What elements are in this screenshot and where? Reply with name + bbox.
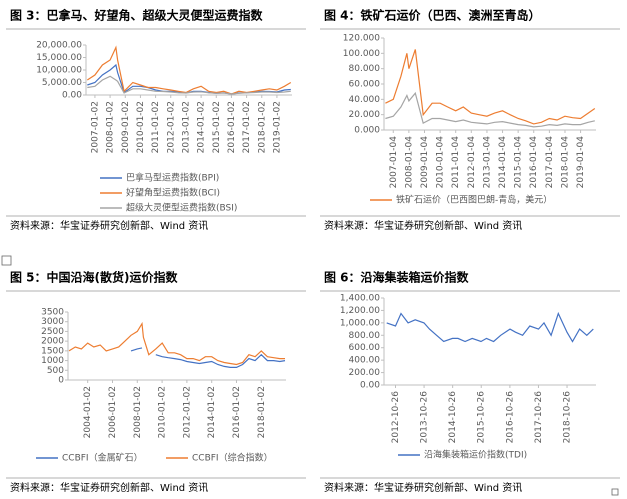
x-tick-label: 2017-01-04 <box>545 136 555 189</box>
x-tick-label: 2014-01-04 <box>498 136 508 189</box>
x-tick-label: 2016-01-02 <box>232 386 242 438</box>
y-tick-label: 40.000 <box>349 95 381 105</box>
y-tick-label: 1,000.00 <box>340 318 380 328</box>
y-tick-label: 600.00 <box>349 343 381 353</box>
legend-label: 铁矿石运价（巴西图巴朗-青岛，美元） <box>396 194 552 206</box>
x-tick-label: 2015-01-04 <box>514 136 524 189</box>
y-tick-label: 100.000 <box>343 49 380 59</box>
x-tick-label: 2008-01-02 <box>133 386 143 438</box>
y-tick-label: 2000 <box>41 337 64 347</box>
y-tick-label: 120.000 <box>343 34 380 44</box>
source-note: 资料来源：华宝证券研究创新部、Wind 资讯 <box>10 481 208 494</box>
y-tick-label: 20,000.00 <box>36 41 82 51</box>
series-line <box>130 347 286 368</box>
x-tick-label: 2011-01-02 <box>151 101 161 153</box>
y-tick-label: 3000 <box>41 317 64 327</box>
y-tick-label: 200.00 <box>349 368 381 378</box>
x-tick-label: 2013-01-04 <box>482 136 492 189</box>
x-tick-label: 2016-10-26 <box>505 391 515 444</box>
y-tick-label: 0 <box>58 376 64 386</box>
y-tick-label: 15,000.00 <box>36 53 82 63</box>
x-tick-label: 2008-01-02 <box>106 101 116 153</box>
x-tick-label: 2018-10-26 <box>563 391 573 444</box>
legend-label: 好望角型运费指数(BCI) <box>126 187 220 199</box>
chart-title: 图 5：中国沿海(散货)运价指数 <box>10 270 178 285</box>
y-tick-label: 20.000 <box>349 110 381 120</box>
y-tick-label: 2500 <box>41 327 64 337</box>
legend-label: 沿海集装箱运价指数(TDI) <box>424 449 527 461</box>
series-line <box>386 311 594 343</box>
x-tick-label: 2014-01-02 <box>197 101 207 153</box>
x-tick-label: 2011-01-04 <box>451 136 461 189</box>
y-tick-label: 10,000.00 <box>36 66 82 76</box>
legend-label: CCBFI（综合指数） <box>192 452 273 464</box>
y-tick-label: 1500 <box>41 346 64 356</box>
x-tick-label: 2015-01-02 <box>212 101 222 153</box>
series-line <box>385 91 595 128</box>
x-tick-label: 2004-01-02 <box>83 386 93 438</box>
chart-title: 图 4：铁矿石运价（巴西、澳洲至青岛） <box>324 8 541 23</box>
source-note: 资料来源：华宝证券研究创新部、Wind 资讯 <box>10 219 208 232</box>
x-tick-label: 2010-01-02 <box>136 101 146 153</box>
series-line <box>385 49 596 125</box>
x-tick-label: 2012-01-04 <box>467 136 477 189</box>
x-tick-label: 2019-01-02 <box>272 101 282 153</box>
y-tick-label: 0.00 <box>360 381 380 391</box>
chart-title: 图 6：沿海集装箱运价指数 <box>324 270 470 285</box>
y-tick-label: 0.00 <box>62 91 82 101</box>
x-tick-label: 2009-01-04 <box>420 136 430 189</box>
legend-label: 巴拿马型运费指数(BPI) <box>126 172 219 184</box>
resize-handle <box>611 488 619 496</box>
x-tick-label: 2016-01-04 <box>529 136 539 189</box>
x-tick-label: 2008-01-04 <box>404 136 414 189</box>
source-note: 资料来源：华宝证券研究创新部、Wind 资讯 <box>324 219 522 232</box>
x-tick-label: 2014-10-26 <box>448 391 458 444</box>
x-tick-label: 2007-01-02 <box>90 101 100 153</box>
y-tick-label: 800.00 <box>349 331 381 341</box>
y-tick-label: 400.00 <box>349 356 381 366</box>
y-tick-label: 80.000 <box>349 64 381 74</box>
y-tick-label: 1,400.00 <box>340 294 380 304</box>
x-tick-label: 2018-01-02 <box>257 101 267 153</box>
series-line <box>86 45 292 95</box>
legend-label: 超级大灵便型运费指数(BSI) <box>126 202 237 214</box>
x-tick-label: 2006-01-02 <box>108 386 118 438</box>
x-tick-label: 2007-01-04 <box>389 136 399 189</box>
series-line <box>68 321 285 366</box>
y-tick-label: 3500 <box>41 308 64 318</box>
y-tick-label: 1,200.00 <box>340 306 380 316</box>
y-tick-label: 500 <box>47 366 64 376</box>
y-tick-label: 0.000 <box>354 126 380 136</box>
y-tick-label: 60.000 <box>349 80 381 90</box>
x-tick-label: 2013-10-26 <box>420 391 430 444</box>
x-tick-label: 2012-10-26 <box>391 391 401 444</box>
x-tick-label: 2012-01-02 <box>182 386 192 438</box>
x-tick-label: 2014-01-02 <box>207 386 217 438</box>
move-handle <box>1 255 12 266</box>
legend-label: CCBFI（金属矿石） <box>62 452 143 464</box>
x-tick-label: 2010-01-04 <box>436 136 446 189</box>
x-tick-label: 2009-01-02 <box>121 101 131 153</box>
x-tick-label: 2013-01-02 <box>181 101 191 153</box>
x-tick-label: 2019-01-04 <box>576 136 586 189</box>
source-note: 资料来源：华宝证券研究创新部、Wind 资讯 <box>324 481 522 494</box>
x-tick-label: 2010-01-02 <box>158 386 168 438</box>
x-tick-label: 2018-01-04 <box>560 136 570 189</box>
x-tick-label: 2012-01-02 <box>166 101 176 153</box>
x-tick-label: 2018-01-02 <box>257 386 267 438</box>
series-line <box>87 75 291 95</box>
chart-title: 图 3：巴拿马、好望角、超级大灵便型运费指数 <box>10 8 264 23</box>
x-tick-label: 2016-01-02 <box>227 101 237 153</box>
x-tick-label: 2017-01-02 <box>242 101 252 153</box>
y-tick-label: 5,000.00 <box>42 78 82 88</box>
x-tick-label: 2015-10-26 <box>477 391 487 444</box>
x-tick-label: 2017-10-26 <box>534 391 544 444</box>
series-line <box>87 63 291 95</box>
y-tick-label: 1000 <box>41 356 64 366</box>
